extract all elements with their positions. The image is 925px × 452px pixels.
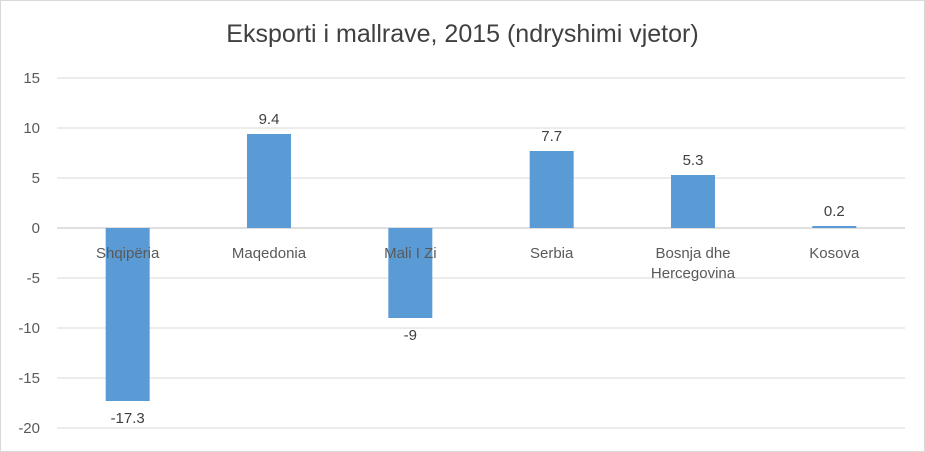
bar (105, 228, 150, 401)
y-tick-label: -5 (27, 270, 40, 287)
category-label: Shqipëria (96, 245, 160, 262)
y-tick-label: -20 (18, 420, 40, 437)
y-tick-label: 0 (32, 220, 40, 237)
y-tick-label: -10 (18, 320, 40, 337)
bar (529, 151, 574, 228)
data-label: -17.3 (111, 410, 145, 427)
category-label: Hercegovina (651, 265, 736, 282)
data-label: -9 (404, 327, 417, 344)
category-label: Kosova (809, 245, 860, 262)
y-tick-label: 15 (23, 70, 40, 87)
category-label: Serbia (530, 245, 574, 262)
category-label: Mali I Zi (384, 245, 437, 262)
bar (671, 175, 715, 228)
data-label: 5.3 (683, 152, 704, 169)
chart-title: Eksporti i mallrave, 2015 (ndryshimi vje… (226, 20, 699, 48)
bar (388, 228, 433, 318)
data-label: 9.4 (259, 111, 280, 128)
y-tick-label: 5 (32, 170, 40, 187)
y-tick-label: 10 (23, 120, 40, 137)
data-label: 0.2 (824, 203, 845, 220)
category-label: Bosnja dhe (655, 245, 730, 262)
data-label: 7.7 (541, 128, 562, 145)
bar (812, 226, 857, 228)
bar (247, 134, 291, 228)
y-tick-label: -15 (18, 370, 40, 387)
category-label: Maqedonia (232, 245, 307, 262)
